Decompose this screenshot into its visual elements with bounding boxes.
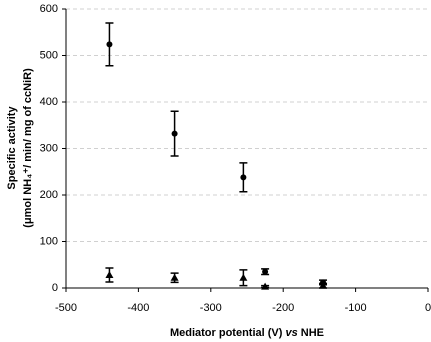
y-tick-label: 200	[40, 189, 58, 201]
marker	[106, 41, 113, 48]
marker	[170, 273, 179, 281]
y-tick-label: 600	[40, 3, 58, 15]
y-tick-label: 0	[52, 282, 58, 294]
x-label-part: NHE	[301, 327, 324, 339]
y-tick-label: 100	[40, 235, 58, 247]
marker	[261, 282, 270, 290]
y-axis-label: (μmol NH₄⁺/ min/ mg of ccNiR)	[22, 68, 34, 228]
y-axis-label: Specific activity	[6, 106, 18, 190]
marker	[171, 130, 178, 137]
x-tick-label: -400	[127, 302, 149, 314]
marker	[239, 273, 248, 281]
x-axis-label: Mediator potential (V) vs NHE	[170, 327, 324, 339]
marker	[105, 270, 114, 278]
marker	[319, 281, 328, 289]
marker	[262, 268, 269, 275]
x-tick-label: 0	[425, 302, 431, 314]
x-tick-label: -200	[272, 302, 294, 314]
marker	[240, 174, 247, 181]
y-tick-label: 400	[40, 96, 58, 108]
x-tick-label: -100	[345, 302, 367, 314]
y-tick-label: 500	[40, 49, 58, 61]
y-tick-label: 300	[40, 142, 58, 154]
x-label-part: vs	[285, 327, 297, 339]
x-tick-label: -500	[55, 302, 77, 314]
x-label-part: Mediator potential (V)	[170, 327, 283, 339]
x-tick-label: -300	[200, 302, 222, 314]
